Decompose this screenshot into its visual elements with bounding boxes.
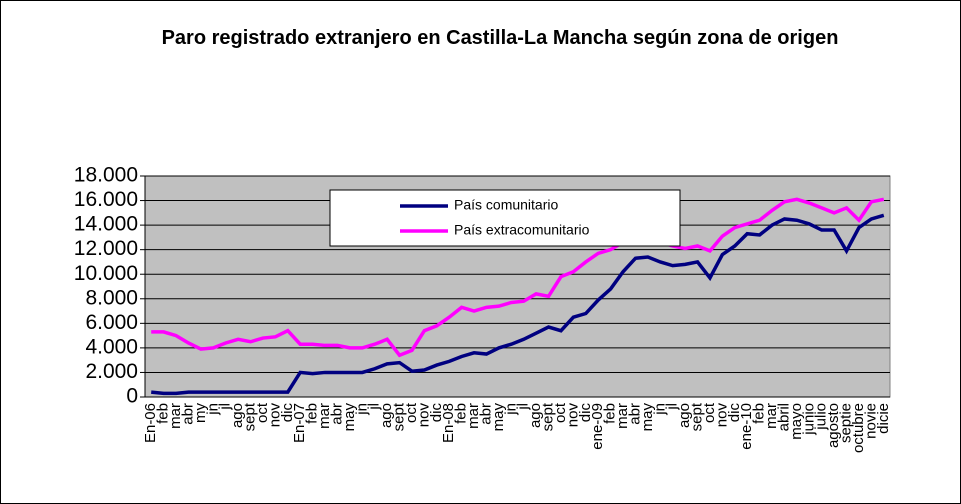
x-tick-label: jn — [651, 403, 668, 416]
chart-title: Paro registrado extranjero en Castilla-L… — [161, 27, 839, 49]
x-tick-label: sept — [242, 402, 259, 431]
x-tick-label: feb — [751, 403, 768, 424]
legend-label: País extracomunitario — [454, 222, 590, 238]
title-box: Paro registrado extranjero en Castilla-L… — [161, 27, 839, 49]
x-tick-label: julio — [813, 403, 830, 431]
x-tick-label: jl — [366, 403, 383, 411]
x-tick-label: nov — [564, 403, 581, 428]
x-tick-label: En-07 — [291, 403, 308, 443]
x-tick-label: sept — [391, 402, 408, 431]
x-tick-label: jn — [502, 403, 519, 416]
x-tick-label: mar — [614, 403, 631, 429]
x-tick-label: agosto — [825, 403, 842, 448]
y-tick-label: 10.000 — [74, 262, 138, 285]
x-tick-label: En-08 — [440, 403, 457, 443]
y-tick-label: 14.000 — [74, 213, 138, 236]
x-tick-label: junio — [800, 403, 817, 436]
x-tick-label: dic — [279, 403, 296, 423]
y-tick-label: 12.000 — [74, 237, 138, 260]
x-tick-label: dic — [577, 403, 594, 423]
y-tick-label: 4.000 — [85, 335, 138, 358]
x-tick-label: nov — [266, 403, 283, 428]
x-tick-label: oct — [552, 402, 569, 423]
series-line — [151, 197, 885, 358]
x-tick-label: ago — [229, 403, 246, 428]
y-tick-label: 8.000 — [85, 286, 138, 309]
x-tick-label: mar — [167, 403, 184, 429]
x-tick-label: mar — [465, 403, 482, 429]
x-tick-label: En-06 — [142, 403, 159, 443]
x-tick-label: may — [341, 403, 358, 432]
x-tick-label: dicie — [875, 403, 892, 434]
x-tick-label: jl — [217, 403, 234, 411]
x-tick-label: dic — [726, 403, 743, 423]
x-tick-label: mayo — [788, 403, 805, 440]
x-tick-label: oct — [701, 402, 718, 423]
x-tick-label: dic — [428, 403, 445, 423]
x-tick-label: nov — [415, 403, 432, 428]
y-tick-label: 16.000 — [74, 188, 138, 211]
x-tick-label: feb — [304, 403, 321, 424]
x-tick-label: feb — [602, 403, 619, 424]
y-tick-label: 0 — [126, 385, 138, 408]
x-tick-label: may — [639, 403, 656, 432]
series-line — [151, 213, 885, 396]
x-tick-label: jl — [664, 403, 681, 411]
x-tick-label: abr — [328, 403, 345, 425]
x-tick-label: oct — [403, 402, 420, 423]
x-tick-label: abr — [626, 403, 643, 425]
x-tick-label: sept — [540, 402, 557, 431]
x-tick-label: jn — [204, 403, 221, 416]
x-tick-label: abr — [477, 403, 494, 425]
x-tick-label: mar — [763, 403, 780, 429]
x-tick-label: abr — [179, 403, 196, 425]
y-tick-label: 6.000 — [85, 311, 138, 334]
x-tick-label: sept — [689, 402, 706, 431]
x-tick-label: ene-10 — [738, 403, 755, 450]
x-tick-label: nov — [713, 403, 730, 428]
x-tick-label: oct — [254, 402, 271, 423]
x-tick-label: my — [192, 403, 209, 423]
x-tick-label: novie — [862, 403, 879, 439]
legend-label: País comunitario — [454, 197, 558, 213]
x-tick-label: septie — [838, 403, 855, 443]
x-tick-label: ago — [527, 403, 544, 428]
x-tick-label: ago — [676, 403, 693, 428]
x-tick-label: ene-09 — [589, 403, 606, 450]
x-tick-label: octubre — [850, 403, 867, 453]
y-tick-label: 2.000 — [85, 360, 138, 383]
x-tick-label: ago — [378, 403, 395, 428]
x-tick-label: may — [490, 403, 507, 432]
legend — [329, 189, 681, 247]
x-tick-label: feb — [155, 403, 172, 424]
y-tick-label: 18.000 — [74, 164, 138, 187]
x-tick-label: mar — [316, 403, 333, 429]
x-tick-label: jl — [515, 403, 532, 411]
x-tick-label: abril — [775, 403, 792, 431]
x-tick-label: feb — [453, 403, 470, 424]
x-tick-label: jn — [353, 403, 370, 416]
